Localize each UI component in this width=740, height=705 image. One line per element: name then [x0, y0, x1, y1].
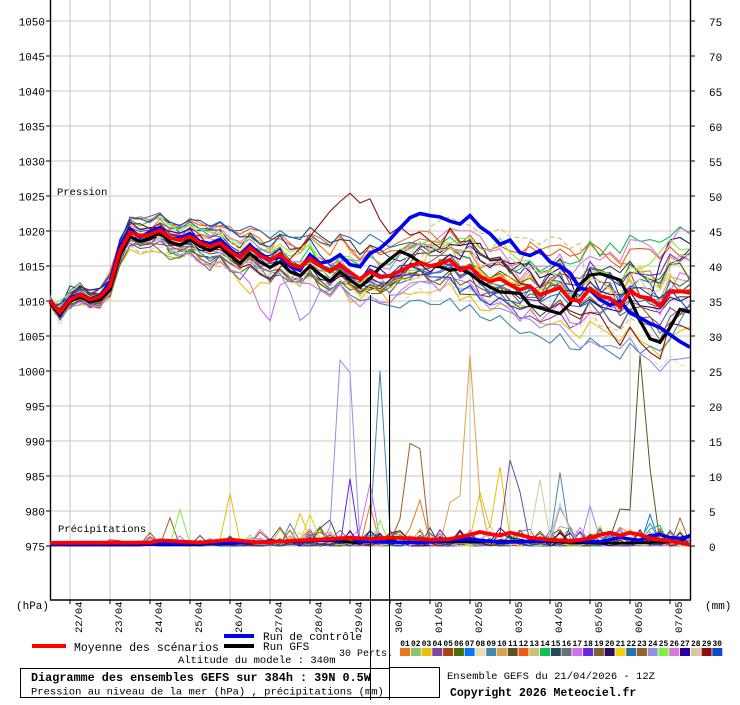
svg-text:975: 975 [25, 543, 45, 555]
svg-text:40: 40 [709, 263, 722, 275]
svg-text:13: 13 [529, 640, 539, 649]
svg-text:1010: 1010 [19, 298, 45, 310]
svg-text:20: 20 [709, 403, 722, 415]
svg-text:02/05: 02/05 [474, 601, 486, 633]
svg-text:03/05: 03/05 [514, 601, 526, 633]
svg-text:09: 09 [486, 640, 496, 649]
svg-text:70: 70 [709, 53, 722, 65]
svg-text:18: 18 [583, 640, 593, 649]
svg-text:1025: 1025 [19, 193, 45, 205]
svg-text:28/04: 28/04 [314, 601, 326, 633]
svg-text:25: 25 [659, 640, 669, 649]
svg-text:06/05: 06/05 [634, 601, 646, 633]
svg-text:1050: 1050 [19, 18, 45, 30]
svg-text:Altitude du modele : 340m: Altitude du modele : 340m [178, 655, 336, 667]
svg-text:Moyenne des scénarios: Moyenne des scénarios [74, 642, 219, 655]
svg-text:25/04: 25/04 [194, 601, 206, 633]
svg-text:995: 995 [25, 403, 45, 415]
svg-text:22: 22 [626, 640, 636, 649]
svg-text:1030: 1030 [19, 158, 45, 170]
svg-text:75: 75 [709, 18, 722, 30]
svg-text:14: 14 [540, 640, 550, 649]
svg-text:1005: 1005 [19, 333, 45, 345]
svg-text:02: 02 [411, 640, 421, 649]
svg-text:15: 15 [551, 640, 561, 649]
svg-text:26/04: 26/04 [234, 601, 246, 633]
svg-text:01/05: 01/05 [434, 601, 446, 633]
svg-text:5: 5 [709, 508, 716, 520]
svg-text:12: 12 [519, 640, 529, 649]
svg-text:05/05: 05/05 [594, 601, 606, 633]
svg-text:06: 06 [454, 640, 464, 649]
svg-text:05: 05 [443, 640, 453, 649]
svg-text:10: 10 [497, 640, 507, 649]
svg-text:23/04: 23/04 [114, 601, 126, 633]
svg-text:27/04: 27/04 [274, 601, 286, 633]
svg-text:24: 24 [648, 640, 658, 649]
svg-text:50: 50 [709, 193, 722, 205]
svg-text:1015: 1015 [19, 263, 45, 275]
svg-text:08: 08 [476, 640, 486, 649]
svg-text:30: 30 [713, 640, 723, 649]
svg-text:15: 15 [709, 438, 722, 450]
svg-text:Pression: Pression [57, 187, 107, 199]
svg-text:1040: 1040 [19, 88, 45, 100]
svg-text:30: 30 [709, 333, 722, 345]
svg-text:Ensemble GEFS du 21/04/2026 -: Ensemble GEFS du 21/04/2026 - 12Z [447, 671, 655, 683]
svg-text:03: 03 [422, 640, 432, 649]
svg-text:1020: 1020 [19, 228, 45, 240]
svg-text:20: 20 [605, 640, 615, 649]
svg-text:990: 990 [25, 438, 45, 450]
svg-text:35: 35 [709, 298, 722, 310]
svg-text:45: 45 [709, 228, 722, 240]
svg-text:29: 29 [702, 640, 712, 649]
svg-text:Run de contrôle: Run de contrôle [263, 632, 362, 644]
svg-text:04/05: 04/05 [554, 601, 566, 633]
svg-text:07: 07 [465, 640, 475, 649]
svg-text:07/05: 07/05 [674, 601, 686, 633]
svg-text:0: 0 [709, 543, 716, 555]
svg-text:29/04: 29/04 [354, 601, 366, 633]
svg-text:Précipitations: Précipitations [58, 524, 146, 536]
svg-text:(hPa): (hPa) [16, 601, 49, 613]
svg-text:Diagramme des ensembles GEFS s: Diagramme des ensembles GEFS sur 384h : … [31, 671, 372, 685]
svg-text:30 Perts.: 30 Perts. [339, 649, 393, 660]
svg-text:22/04: 22/04 [74, 601, 86, 633]
svg-text:04: 04 [433, 640, 443, 649]
svg-text:60: 60 [709, 123, 722, 135]
svg-text:30/04: 30/04 [394, 601, 406, 633]
svg-text:65: 65 [709, 88, 722, 100]
svg-text:28: 28 [691, 640, 701, 649]
svg-text:26: 26 [669, 640, 679, 649]
svg-text:17: 17 [573, 640, 583, 649]
svg-text:19: 19 [594, 640, 604, 649]
svg-text:Pression au niveau de la mer (: Pression au niveau de la mer (hPa) , pré… [31, 687, 384, 699]
svg-text:11: 11 [508, 640, 518, 649]
svg-text:985: 985 [25, 473, 45, 485]
svg-text:10: 10 [709, 473, 722, 485]
svg-text:25: 25 [709, 368, 722, 380]
svg-text:980: 980 [25, 508, 45, 520]
svg-text:23: 23 [637, 640, 647, 649]
svg-text:1000: 1000 [19, 368, 45, 380]
svg-text:24/04: 24/04 [154, 601, 166, 633]
svg-text:1045: 1045 [19, 53, 45, 65]
svg-text:55: 55 [709, 158, 722, 170]
svg-text:16: 16 [562, 640, 572, 649]
svg-text:01: 01 [400, 640, 410, 649]
svg-text:(mm): (mm) [705, 601, 731, 613]
svg-text:Run GFS: Run GFS [263, 642, 310, 654]
svg-text:1035: 1035 [19, 123, 45, 135]
svg-text:27: 27 [680, 640, 690, 649]
svg-text:21: 21 [616, 640, 626, 649]
svg-text:Copyright 2026 Meteociel.fr: Copyright 2026 Meteociel.fr [450, 687, 636, 700]
